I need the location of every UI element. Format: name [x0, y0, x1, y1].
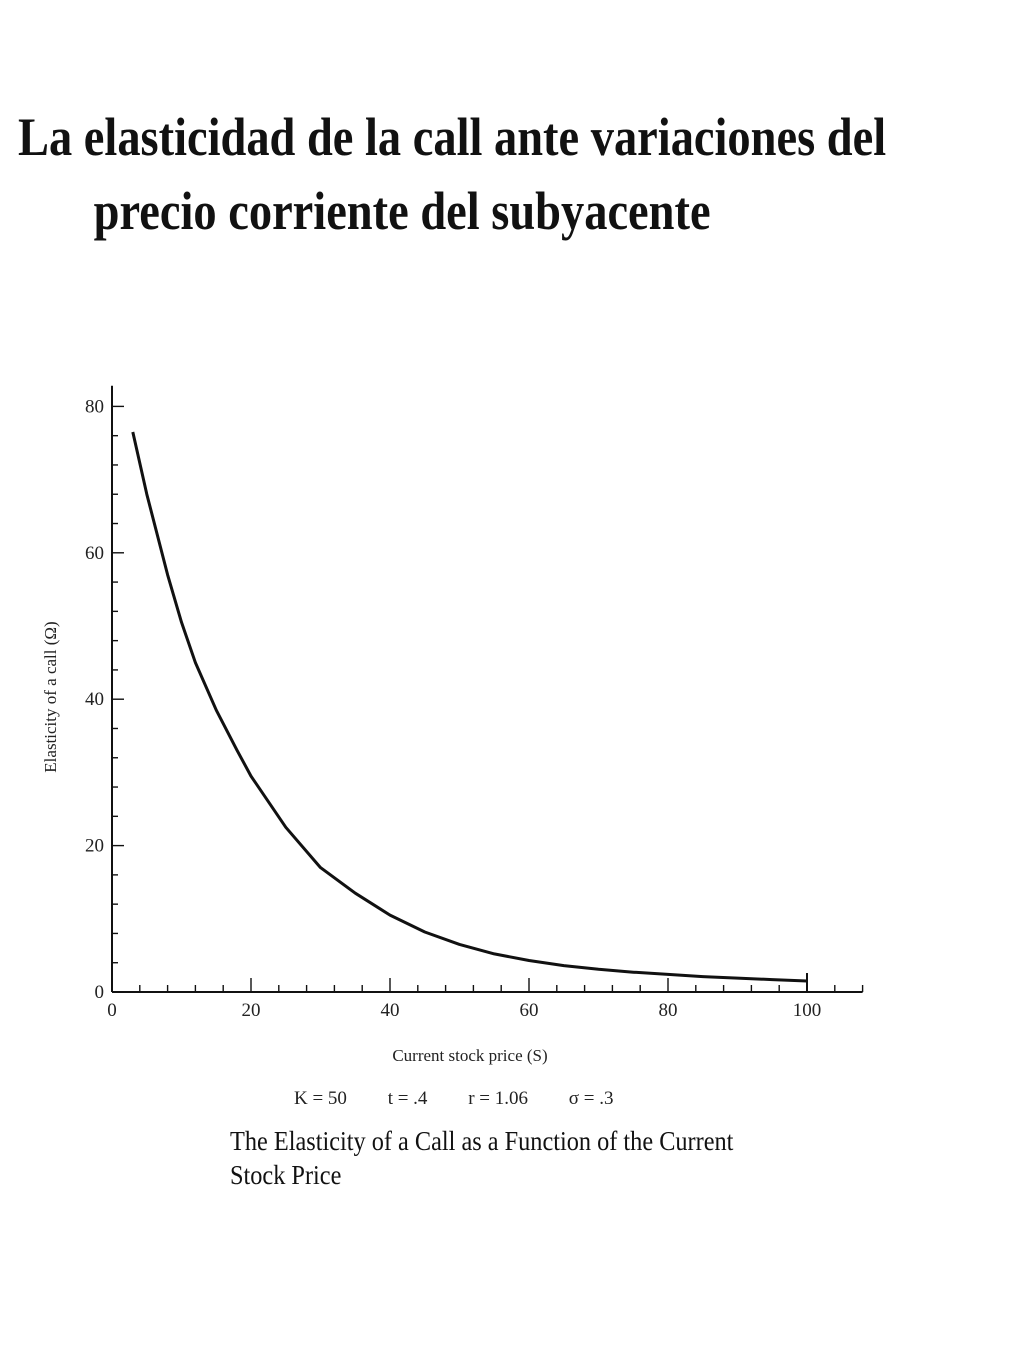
slide-title-line1: La elasticidad de la call ante variacion… — [18, 107, 887, 167]
parameters: K = 50 t = .4 r = 1.06 σ = .3 — [294, 1088, 649, 1110]
y-tick-label: 60 — [85, 543, 104, 564]
x-tick-label: 60 — [520, 1000, 539, 1021]
x-axis-title: Current stock price (S) — [392, 1046, 547, 1065]
slide-title-line2: precio corriente del subyacente — [93, 181, 711, 241]
chart-axes — [111, 385, 863, 993]
chart-ticks: 0 20 40 60 80 100 0 20 40 60 80 — [85, 396, 864, 1021]
parameter-r: r = 1.06 — [468, 1088, 528, 1109]
y-axis-title: Elasticity of a call (Ω) — [41, 621, 60, 772]
y-tick-label: 20 — [85, 836, 104, 857]
chart-plot-area — [131, 431, 808, 992]
parameter-sigma: σ = .3 — [568, 1088, 614, 1109]
x-tick-label: 40 — [381, 1000, 400, 1021]
x-tick-label: 80 — [659, 1000, 678, 1021]
x-tick-label: 20 — [242, 1000, 261, 1021]
y-tick-label: 40 — [85, 689, 104, 710]
parameter-t: t = .4 — [387, 1088, 428, 1109]
y-tick-label: 0 — [95, 982, 105, 1003]
figure-caption: The Elasticity of a Call as a Function o… — [230, 1126, 734, 1190]
parameter-k: K = 50 — [294, 1088, 347, 1109]
slide-title: La elasticidad de la call ante variacion… — [18, 100, 886, 248]
y-tick-label: 80 — [85, 396, 104, 417]
x-tick-label: 0 — [107, 1000, 117, 1021]
elasticity-curve — [131, 431, 808, 983]
x-tick-label: 100 — [793, 1000, 822, 1021]
